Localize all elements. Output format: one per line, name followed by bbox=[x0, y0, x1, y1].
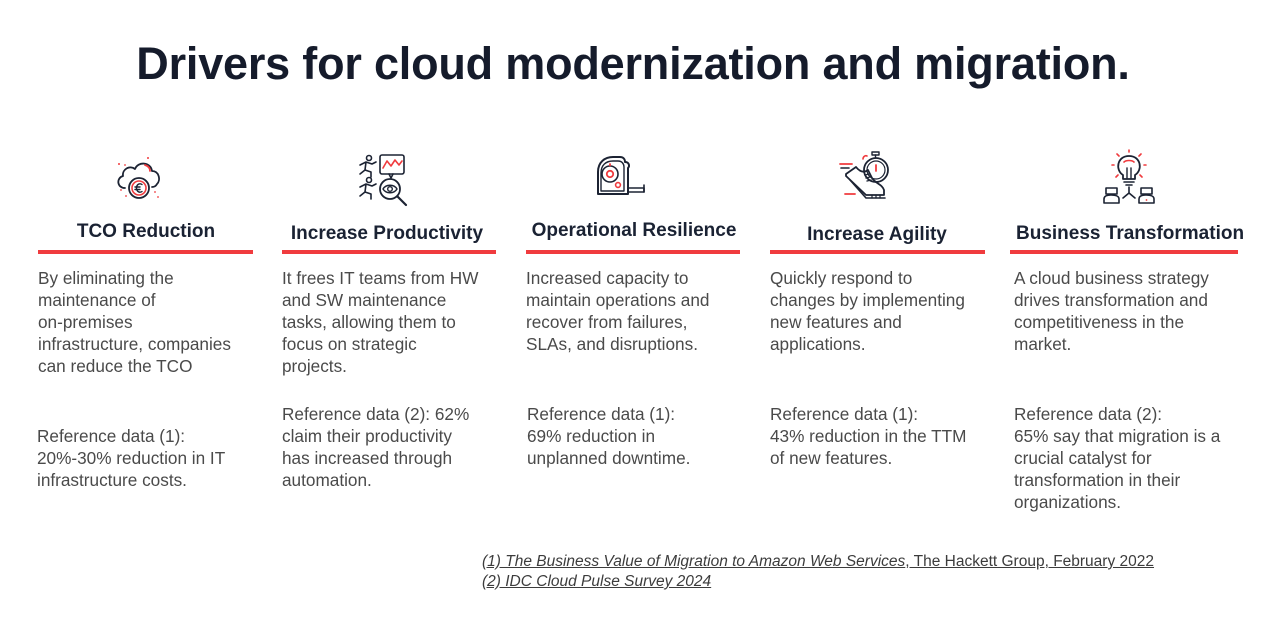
heading-underline bbox=[38, 250, 253, 254]
driver-heading: TCO Reduction bbox=[76, 221, 216, 242]
footnote-1-source: , The Hackett Group, February 2022 bbox=[905, 553, 1155, 570]
heading-underline bbox=[770, 250, 985, 254]
heading-underline bbox=[282, 250, 496, 254]
idea-team-icon bbox=[1101, 148, 1157, 204]
driver-reference-data: Reference data (2): 62% claim their prod… bbox=[282, 404, 470, 490]
page-title: Drivers for cloud modernization and migr… bbox=[136, 38, 1130, 89]
driver-reference-data: Reference data (1): 43% reduction in the… bbox=[770, 404, 967, 468]
heading-underline bbox=[526, 250, 740, 254]
driver-reference-data: Reference data (1): 69% reduction in unp… bbox=[527, 404, 691, 468]
footnote-2[interactable]: (2) IDC Cloud Pulse Survey 2024 bbox=[482, 572, 1154, 592]
driver-heading: Increase Productivity bbox=[290, 223, 484, 244]
footnote-1[interactable]: (1) The Business Value of Migration to A… bbox=[482, 552, 1154, 572]
running-shoe-stopwatch-icon bbox=[836, 150, 892, 206]
driver-reference-data: Reference data (1): 20%-30% reduction in… bbox=[37, 426, 226, 490]
footnote-2-title: (2) IDC Cloud Pulse Survey 2024 bbox=[482, 573, 712, 590]
driver-heading: Business Transformation bbox=[1016, 223, 1245, 244]
driver-description: It frees IT teams from HW and SW mainten… bbox=[282, 268, 479, 376]
driver-description: Increased capacity to maintain operation… bbox=[526, 268, 710, 354]
cloud-euro-icon bbox=[111, 152, 167, 208]
driver-description: A cloud business strategy drives transfo… bbox=[1014, 268, 1209, 354]
tape-measure-icon bbox=[592, 152, 648, 208]
driver-reference-data: Reference data (2): 65% say that migrati… bbox=[1014, 404, 1221, 512]
productivity-analysis-icon bbox=[356, 152, 412, 208]
footnote-1-title: (1) The Business Value of Migration to A… bbox=[482, 553, 906, 570]
driver-description: Quickly respond to changes by implementi… bbox=[770, 268, 965, 354]
footnotes: (1) The Business Value of Migration to A… bbox=[482, 552, 1154, 592]
driver-heading: Operational Resilience bbox=[531, 220, 737, 241]
heading-underline bbox=[1010, 250, 1238, 254]
driver-description: By eliminating the maintenance of on-pre… bbox=[38, 268, 231, 376]
driver-heading: Increase Agility bbox=[807, 224, 947, 245]
